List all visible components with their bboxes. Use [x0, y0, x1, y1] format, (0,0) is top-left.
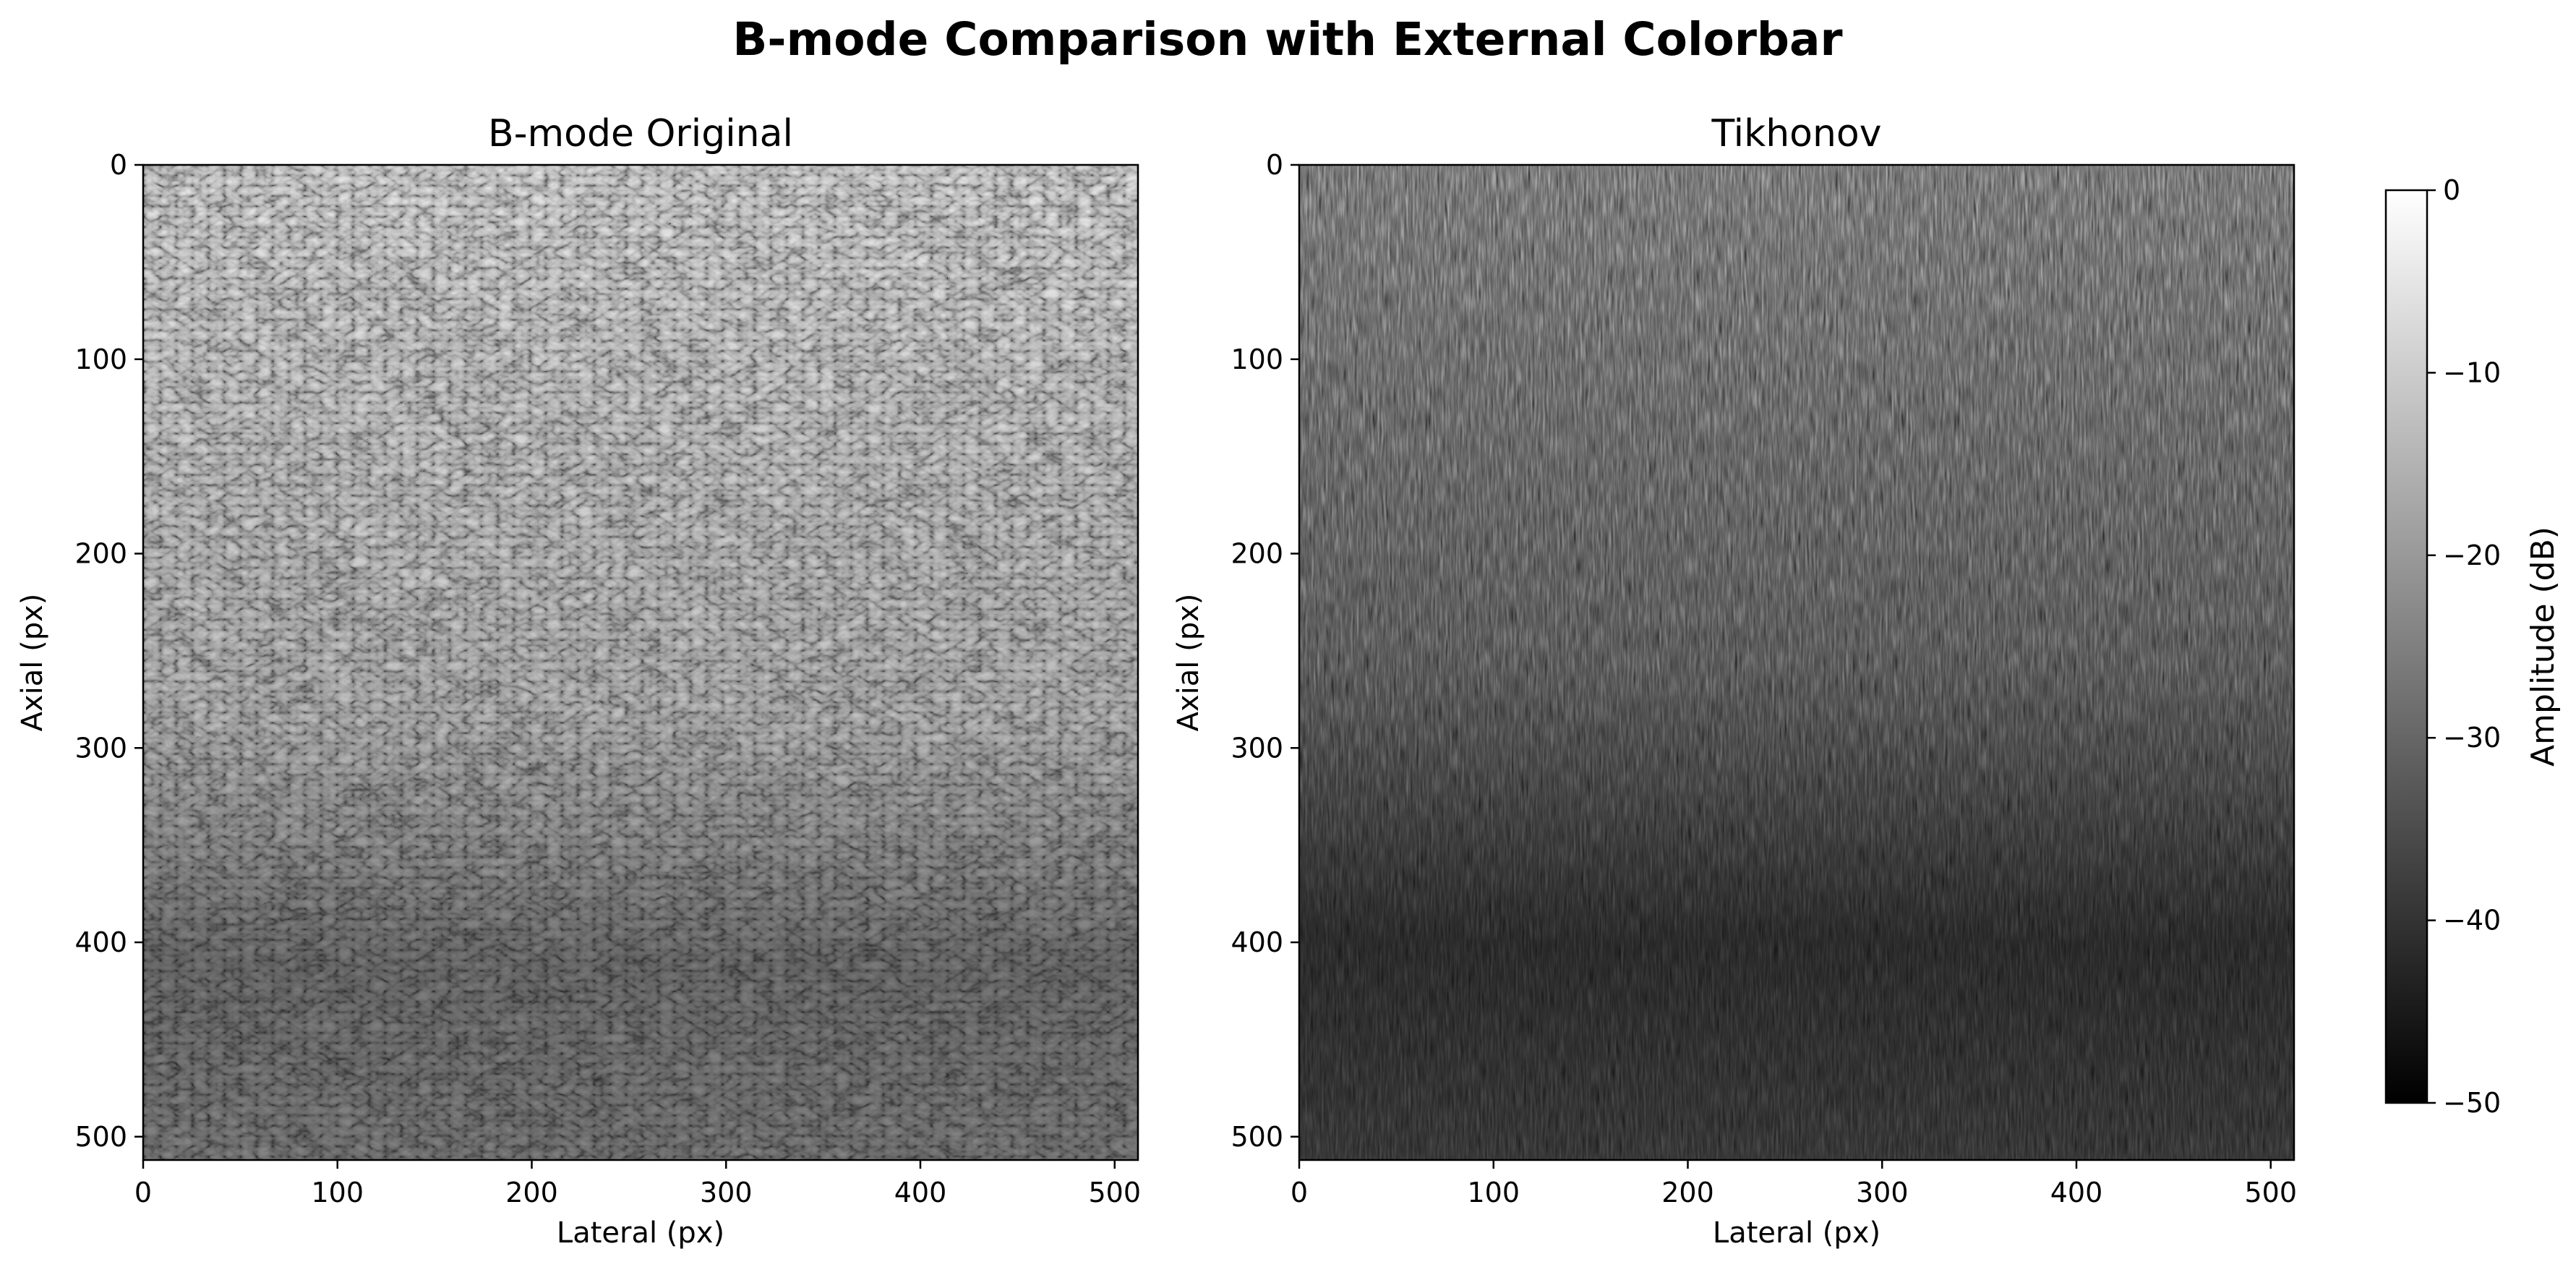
- x-tick-label: 400: [894, 1177, 947, 1208]
- y-tick-label: 500: [74, 1121, 127, 1153]
- colorbar-tick-label: −40: [2443, 905, 2501, 937]
- y-tick-label: 0: [110, 149, 127, 181]
- figure-title: B-mode Comparison with External Colorbar: [732, 13, 1842, 66]
- x-tick-label: 200: [505, 1177, 558, 1208]
- x-tick-label: 0: [1291, 1177, 1308, 1208]
- x-tick-label: 400: [2050, 1177, 2103, 1208]
- colorbar: 0 −10 −20 −30 −40 −50 Amplitude (dB): [2384, 174, 2562, 1119]
- y-tick-label: 400: [74, 926, 127, 958]
- depth-attenuation: [143, 165, 1138, 1160]
- y-axis-label: Axial (px): [1172, 594, 1205, 732]
- y-axis-label: Axial (px): [16, 594, 49, 732]
- x-tick-label: 500: [1088, 1177, 1141, 1208]
- y-tick-label: 300: [74, 732, 127, 764]
- x-tick-label: 100: [1467, 1177, 1520, 1208]
- axes-frame: [1298, 163, 2295, 1161]
- y-tick-label: 400: [1231, 926, 1283, 958]
- colorbar-tick-label: −20: [2443, 540, 2501, 571]
- colorbar-tick-label: −30: [2443, 722, 2501, 754]
- colorbar-tick-label: −50: [2443, 1087, 2501, 1119]
- panel-title: Tikhonov: [1711, 112, 1881, 155]
- x-tick-label: 200: [1661, 1177, 1714, 1208]
- x-axis-label: Lateral (px): [1713, 1216, 1880, 1250]
- panel-tikhonov: Tikhonov 0 100 200 300 400 500 0 100 200 300 400 500…: [1172, 112, 2297, 1250]
- axes-frame: [142, 163, 1139, 1161]
- x-axis-label: Lateral (px): [557, 1216, 724, 1250]
- y-tick-label: 300: [1231, 732, 1283, 764]
- colorbar-tick-label: 0: [2443, 174, 2460, 206]
- x-tick-label: 100: [311, 1177, 364, 1208]
- colorbar-gradient: [2384, 189, 2429, 1104]
- x-tick-label: 300: [1856, 1177, 1909, 1208]
- y-tick-label: 200: [1231, 538, 1283, 570]
- heatmap-image: [1299, 165, 2294, 1160]
- y-tick-label: 200: [74, 538, 127, 570]
- colorbar-ticks: 0 −10 −20 −30 −40 −50: [2427, 174, 2501, 1119]
- colorbar-tick-label: −10: [2443, 357, 2501, 388]
- y-tick-label: 100: [74, 344, 127, 375]
- y-tick-label: 500: [1231, 1121, 1283, 1153]
- depth-attenuation: [1299, 165, 2294, 1160]
- panel-title: B-mode Original: [488, 112, 793, 155]
- y-tick-label: 0: [1266, 149, 1283, 181]
- x-tick-label: 300: [700, 1177, 753, 1208]
- x-tick-label: 500: [2244, 1177, 2297, 1208]
- colorbar-label: Amplitude (dB): [2525, 526, 2562, 767]
- heatmap-image: [143, 165, 1138, 1160]
- x-tick-label: 0: [134, 1177, 152, 1208]
- y-tick-label: 100: [1231, 344, 1283, 375]
